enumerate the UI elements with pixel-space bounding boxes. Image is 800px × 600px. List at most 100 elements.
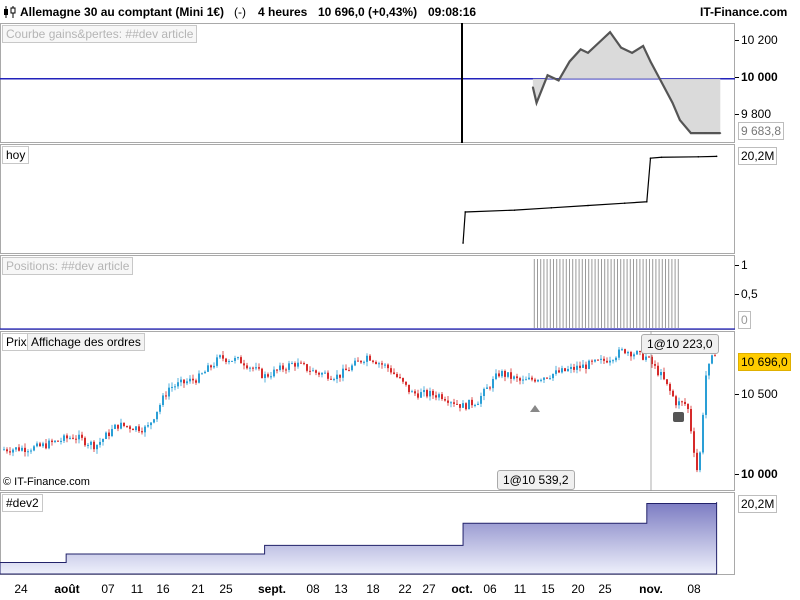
candle-body: [546, 377, 548, 379]
price-panel[interactable]: [0, 331, 735, 491]
equity-point: [531, 86, 534, 89]
candle-body: [387, 364, 389, 369]
equity-panel[interactable]: [0, 23, 735, 143]
candle-body: [30, 450, 32, 452]
candle-body: [456, 403, 458, 405]
candle-body: [570, 366, 572, 369]
candle-body: [510, 372, 512, 379]
price-panel-label[interactable]: Prix: [2, 333, 31, 351]
candle-body: [609, 360, 611, 363]
x-tick-label: 24: [14, 582, 28, 596]
candle-body: [183, 379, 185, 384]
candle-body: [465, 403, 467, 410]
order-annotation-low: 1@10 539,2: [497, 470, 575, 490]
positions-panel-label[interactable]: Positions: ##dev article: [2, 257, 134, 275]
time-axis: 24 août 07 11 16 21 25 sept. 08 13 18 22 27 oct. 06 11 1…: [0, 576, 800, 600]
candle-body: [117, 424, 119, 429]
candle-body: [429, 390, 431, 397]
y-tick-mark: [735, 394, 739, 395]
candle-body: [528, 377, 530, 380]
equity-panel-label[interactable]: Courbe gains&pertes: ##dev article: [2, 25, 198, 43]
candle-body: [498, 373, 500, 377]
candle-body: [444, 399, 446, 401]
candle-body: [213, 365, 215, 368]
hoy-last-value: 20,2M: [738, 147, 778, 165]
candle-body: [336, 374, 338, 380]
candle-body: [165, 395, 167, 397]
candle-body: [675, 396, 677, 406]
candle-body: [327, 372, 329, 379]
candle-body: [492, 379, 494, 389]
candle-body: [369, 355, 371, 361]
hoy-panel[interactable]: [0, 144, 735, 254]
candle-body: [192, 378, 194, 381]
candle-body: [27, 451, 29, 453]
candle-body: [135, 426, 137, 431]
candle-body: [666, 379, 668, 384]
equity-point: [631, 51, 633, 54]
candle-body: [9, 451, 11, 453]
hoy-line-group: [462, 155, 718, 244]
candle-body: [156, 411, 158, 420]
candle-body: [195, 380, 197, 383]
candle-body: [657, 365, 659, 376]
candle-body: [612, 360, 614, 362]
candle-body: [177, 382, 179, 387]
candle-body: [699, 452, 701, 471]
candle-body: [6, 449, 8, 452]
candle-body: [495, 373, 497, 380]
equity-point: [535, 101, 538, 104]
x-tick-label: 11: [130, 582, 144, 596]
x-tick-label: août: [54, 582, 80, 596]
x-tick-label: 15: [541, 582, 555, 596]
orders-display-label[interactable]: Affichage des ordres: [27, 333, 145, 351]
candle-body: [696, 452, 698, 471]
timeframe[interactable]: 4 heures: [258, 5, 308, 19]
candle-body: [432, 390, 434, 396]
candle-body: [576, 365, 578, 370]
equity-fill-area: [532, 32, 721, 134]
candle-body: [414, 391, 416, 394]
candle-body: [408, 384, 410, 393]
candle-body: [270, 376, 272, 378]
hoy-point: [462, 242, 464, 244]
candle-body: [477, 403, 479, 405]
candle-body: [588, 360, 590, 369]
hoy-point: [623, 202, 626, 204]
x-tick-label: 16: [156, 582, 170, 596]
candle-body: [204, 371, 206, 374]
candle-body: [330, 378, 332, 380]
candle-body: [12, 449, 14, 453]
equity-point: [557, 79, 560, 82]
equity-point: [719, 132, 722, 135]
equity-y-axis: 10 200 10 000 9 800 9 683,8: [735, 23, 800, 143]
hoy-point: [587, 204, 589, 207]
x-tick-label: 07: [101, 582, 115, 596]
candle-body: [600, 358, 602, 360]
candle-body: [672, 390, 674, 397]
candle-body: [249, 367, 251, 369]
candle-body: [243, 363, 245, 366]
candle-body: [642, 351, 644, 360]
quote-time: 09:08:16: [428, 5, 477, 19]
candle-body: [21, 447, 23, 451]
candle-body: [552, 373, 554, 379]
hoy-point: [464, 211, 467, 213]
equity-point: [704, 132, 707, 135]
candle-body: [90, 441, 92, 445]
dev2-area: [0, 502, 718, 575]
brand-name: IT-Finance.com: [700, 5, 788, 19]
candle-body: [621, 349, 623, 351]
candle-body: [402, 377, 404, 382]
y-tick-mark: [735, 265, 739, 266]
hoy-panel-label[interactable]: hoy: [2, 146, 30, 164]
candle-body: [132, 428, 134, 431]
candle-body: [543, 377, 545, 380]
candlestick-icon: [4, 6, 16, 18]
positions-last-value: 0: [738, 311, 751, 329]
candle-body: [72, 437, 74, 439]
x-tick-label: sept.: [257, 582, 287, 596]
dev2-panel-label[interactable]: #dev2: [2, 494, 43, 512]
candle-body: [60, 440, 62, 442]
